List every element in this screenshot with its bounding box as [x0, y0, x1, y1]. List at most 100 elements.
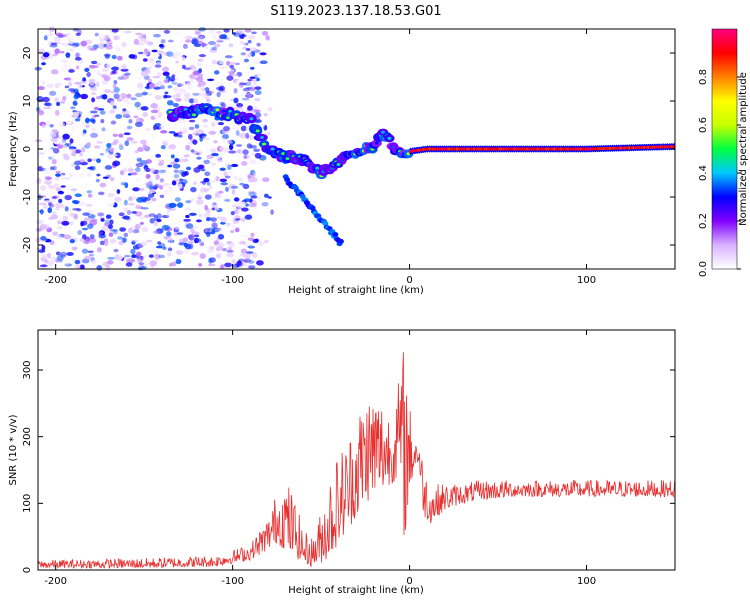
heatmap-cell — [236, 149, 241, 153]
heatmap-cell — [210, 64, 217, 69]
heatmap-cell — [74, 264, 81, 268]
heatmap-cell — [262, 177, 270, 183]
heatmap-cell — [212, 227, 220, 233]
heatmap-cell — [163, 95, 172, 99]
heatmap-cell — [164, 235, 172, 241]
heatmap-cell — [37, 86, 45, 91]
heatmap-cell — [203, 212, 211, 219]
heatmap-cell — [251, 106, 259, 111]
colorbar-ticks: 0.0 0.2 0.4 0.6 0.8 — [698, 69, 741, 277]
heatmap-cell — [237, 177, 244, 182]
heatmap-cell — [227, 154, 233, 158]
heatmap-cell — [41, 62, 46, 66]
heatmap-cell — [192, 70, 200, 76]
heatmap-cell — [239, 41, 247, 46]
heatmap-cell — [187, 241, 194, 244]
heatmap-cell — [142, 52, 148, 56]
heatmap-cell — [215, 81, 223, 87]
heatmap-cell — [141, 91, 148, 96]
spectrogram-x-label: Height of straight line (km) — [288, 285, 424, 296]
heatmap-cell — [50, 74, 57, 78]
heatmap-cell — [58, 34, 64, 39]
heatmap-cell — [85, 190, 90, 195]
heatmap-cell — [72, 148, 76, 154]
heatmap-cell — [149, 186, 154, 191]
heatmap-cell — [153, 112, 159, 119]
y-tick-label: -20 — [22, 237, 33, 253]
heatmap-cell — [231, 217, 237, 221]
colorbar-tick-label: 0.4 — [698, 165, 709, 181]
heatmap-cell — [68, 69, 75, 73]
heatmap-cell — [126, 43, 132, 47]
heatmap-cell — [240, 52, 247, 56]
heatmap-cell — [66, 209, 74, 215]
heatmap-cell — [219, 145, 227, 152]
heatmap-cell — [61, 59, 69, 63]
heatmap-cell — [113, 35, 119, 40]
heatmap-cell — [111, 28, 119, 33]
heatmap-cell — [226, 139, 233, 144]
heatmap-cell — [68, 41, 74, 45]
heatmap-cell — [225, 186, 229, 192]
heatmap-cell — [231, 73, 239, 77]
heatmap-cell — [105, 41, 113, 45]
heatmap-cell — [120, 68, 129, 72]
heatmap-cell — [381, 130, 386, 134]
heatmap-cell — [184, 92, 191, 98]
heatmap-cell — [242, 87, 251, 92]
heatmap-cell — [72, 207, 80, 211]
heatmap-cell — [57, 190, 65, 195]
colorbar: 0.0 0.2 0.4 0.6 0.8 Normalized spectral ampl… — [698, 28, 749, 277]
heatmap-cell — [96, 62, 102, 66]
heatmap-cell — [206, 154, 214, 160]
heatmap-cell — [153, 33, 161, 38]
heatmap-cell — [196, 238, 202, 243]
heatmap-cell — [122, 168, 128, 173]
heatmap-cell — [184, 39, 192, 43]
heatmap-cell — [88, 253, 94, 257]
heatmap-cell — [104, 222, 109, 226]
heatmap-cell — [208, 90, 214, 94]
heatmap-cell — [105, 265, 111, 271]
heatmap-cell — [60, 185, 66, 188]
heatmap-cell — [198, 213, 203, 218]
heatmap-cell — [195, 219, 202, 223]
heatmap-cell — [43, 259, 50, 264]
heatmap-cell — [157, 241, 162, 245]
heatmap-cell — [87, 193, 93, 198]
heatmap-cell — [99, 110, 106, 115]
heatmap-cell — [51, 196, 58, 199]
heatmap-cell — [168, 202, 177, 208]
heatmap-cell — [56, 226, 63, 230]
y-tick-label: 200 — [22, 427, 33, 446]
heatmap-cell — [220, 216, 228, 223]
heatmap-cell — [113, 248, 119, 253]
heatmap-cell — [172, 86, 181, 92]
heatmap-cell — [120, 181, 126, 186]
heatmap-cell — [108, 224, 114, 230]
heatmap-cell — [191, 60, 196, 65]
heatmap-cell — [245, 47, 251, 51]
heatmap-cell — [58, 198, 63, 204]
heatmap-cell — [156, 61, 161, 65]
heatmap-cell — [72, 111, 80, 118]
heatmap-cell — [52, 231, 58, 236]
heatmap-cell — [159, 85, 166, 90]
heatmap-cell — [81, 132, 86, 136]
heatmap-cell — [88, 64, 97, 69]
heatmap-cell — [126, 137, 134, 141]
heatmap-cell — [245, 132, 250, 139]
heatmap-cell — [198, 68, 202, 74]
heatmap-cell — [134, 167, 141, 173]
heatmap-cell — [43, 35, 48, 41]
colorbar-tick-label: 0.6 — [698, 117, 709, 133]
heatmap-cell — [60, 34, 68, 38]
heatmap-cell — [80, 161, 88, 166]
heatmap-cell — [198, 133, 206, 139]
heatmap-cell — [242, 234, 250, 238]
heatmap-cell — [152, 53, 161, 58]
heatmap-cell — [179, 88, 186, 94]
heatmap-cell — [171, 217, 177, 223]
heatmap-cell — [112, 84, 117, 89]
heatmap-cell — [192, 129, 199, 134]
